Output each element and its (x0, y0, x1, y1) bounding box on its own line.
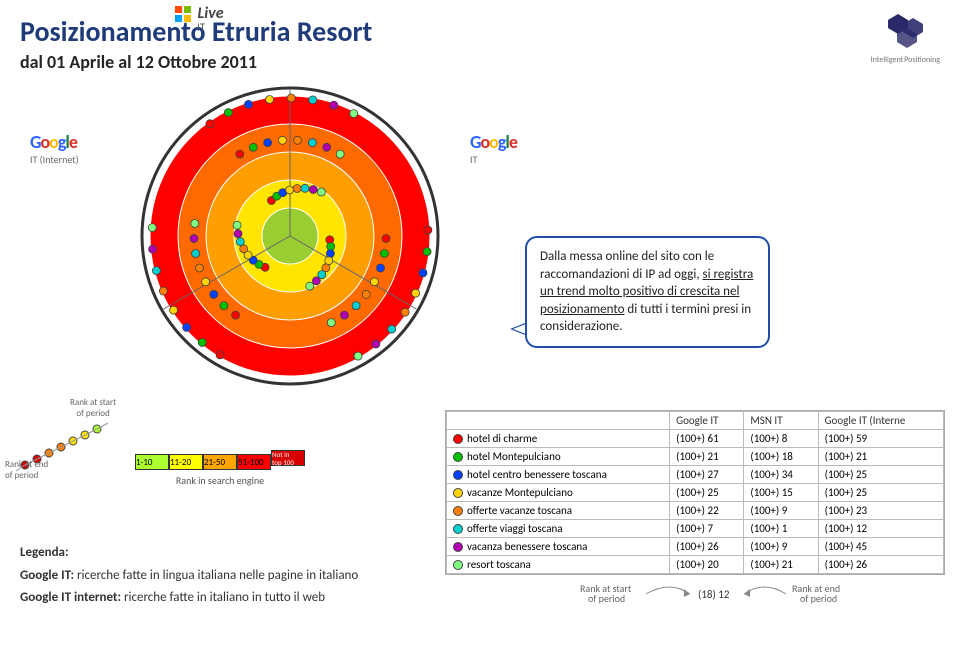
table-row: vacanza benessere toscana(100+) 26(100+)… (447, 538, 944, 556)
rank-cell: (100+) 21 (744, 556, 818, 574)
svg-text:of period: of period (588, 592, 625, 605)
live-label: Live IT (175, 4, 224, 34)
rank-trajectory-diagram: Rank at start of period Rank at end of p… (10, 415, 130, 485)
keyword-label: offerte vacanze toscana (467, 504, 572, 517)
table-row: offerte viaggi toscana (100+) 7(100+) 1(1… (447, 520, 944, 538)
google-right-label: Google IT (470, 131, 517, 166)
series-dot (453, 542, 463, 552)
rank-cell: (100+) 61 (670, 430, 744, 448)
rank-bucket-swatch: 21-50 (203, 454, 237, 470)
rank-cell: (100+) 45 (818, 538, 943, 556)
legenda-line1-bold: Google IT: (20, 568, 77, 583)
rank-cell: (100+) 23 (818, 502, 943, 520)
rank-cell: (100+) 1 (744, 520, 818, 538)
page-title: Posizionamento Etruria Resort (20, 14, 940, 49)
table-row: hotel centro benessere toscana(100+) 27(… (447, 466, 944, 484)
legenda-line2-bold: Google IT internet: (20, 590, 124, 605)
rank-cell: (100+) 34 (744, 466, 818, 484)
keyword-label: hotel di charme (467, 432, 537, 445)
rank-bucket-legend: 1-1011-2021-5051-100Not in top 100 Rank … (135, 450, 305, 487)
series-dot (453, 506, 463, 516)
keyword-label: offerte viaggi toscana (467, 522, 563, 535)
rank-cell: (100+) 26 (818, 556, 943, 574)
rank-start-label: Rank at start of period (70, 397, 116, 419)
legenda-line1-rest: ricerche fatte in lingua italiana nelle … (77, 568, 358, 583)
legenda-block: Legenda: Google IT: ricerche fatte in li… (20, 545, 400, 613)
series-dot (453, 452, 463, 462)
keyword-label: hotel centro benessere toscana (467, 468, 607, 481)
rank-cell: (100+) 21 (670, 448, 744, 466)
rank-end-label: Rank at end of period (5, 459, 48, 481)
table-header: Google IT (670, 412, 744, 430)
keyword-rank-table: Google ITMSN ITGoogle IT (Internehotel d… (445, 410, 945, 575)
google-right-caption: IT (470, 153, 517, 166)
legenda-line2-rest: ricerche fatte in italiano in tutto il w… (124, 590, 325, 605)
rank-arrow-legend: Rank at start of period (18) 12 Rank at … (580, 580, 880, 620)
google-left-label: Google IT (Internet) (30, 131, 79, 166)
keyword-label: vacanze Montepulciano (467, 486, 573, 499)
rank-cell: (100+) 59 (818, 430, 943, 448)
rank-cell: (100+) 26 (670, 538, 744, 556)
table-row: vacanze Montepulciano (100+) 25(100+) 15(… (447, 484, 944, 502)
brand-logo: Intelligent Positioning (871, 10, 940, 65)
rank-cell: (100+) 27 (670, 466, 744, 484)
table-row: offerte vacanze toscana (100+) 22(100+) 9… (447, 502, 944, 520)
rank-cell: (100+) 9 (744, 538, 818, 556)
radar-chart (135, 81, 445, 391)
rank-cell: (100+) 25 (818, 484, 943, 502)
series-dot (453, 560, 463, 570)
series-dot (453, 470, 463, 480)
table-header: MSN IT (744, 412, 818, 430)
keyword-label: resort toscana (467, 558, 531, 571)
brand-caption: Intelligent Positioning (871, 55, 940, 65)
table-header (447, 412, 670, 430)
rank-cell: (100+) 7 (670, 520, 744, 538)
legenda-title: Legenda: (20, 545, 400, 560)
table-header: Google IT (Interne (818, 412, 943, 430)
rank-cell: (100+) 20 (670, 556, 744, 574)
series-dot (453, 434, 463, 444)
google-left-caption: IT (Internet) (30, 153, 79, 166)
rank-bucket-swatch: 1-10 (135, 454, 169, 470)
svg-text:of period: of period (800, 592, 837, 605)
table-row: hotel Montepulciano (100+) 21(100+) 18(10… (447, 448, 944, 466)
callout-text-a: Dalla messa online del sito con le racco… (540, 249, 714, 282)
rank-cell: (100+) 18 (744, 448, 818, 466)
rank-cell: (100+) 25 (670, 484, 744, 502)
svg-text:(18) 12: (18) 12 (698, 588, 730, 601)
series-dot (453, 524, 463, 534)
rank-bucket-swatch: 51-100 (237, 454, 271, 470)
rank-cell: (100+) 25 (818, 466, 943, 484)
rank-bucket-swatch: 11-20 (169, 454, 203, 470)
table-row: resort toscana (100+) 20(100+) 21(100+) 2… (447, 556, 944, 574)
table-row: hotel di charme (100+) 61(100+) 8(100+) 5… (447, 430, 944, 448)
rank-cell: (100+) 21 (818, 448, 943, 466)
page-subtitle: dal 01 Aprile al 12 Ottobre 2011 (20, 51, 940, 73)
rank-cell: (100+) 22 (670, 502, 744, 520)
series-dot (453, 488, 463, 498)
rank-legend-caption: Rank in search engine (135, 474, 305, 487)
rank-bucket-swatch: Not in top 100 (271, 450, 305, 466)
rank-cell: (100+) 15 (744, 484, 818, 502)
rank-cell: (100+) 12 (818, 520, 943, 538)
keyword-label: vacanza benessere toscana (467, 540, 587, 553)
callout-box: Dalla messa online del sito con le racco… (525, 236, 770, 348)
rank-cell: (100+) 8 (744, 430, 818, 448)
keyword-label: hotel Montepulciano (467, 450, 561, 463)
rank-cell: (100+) 9 (744, 502, 818, 520)
ip-logo-icon (880, 10, 930, 50)
